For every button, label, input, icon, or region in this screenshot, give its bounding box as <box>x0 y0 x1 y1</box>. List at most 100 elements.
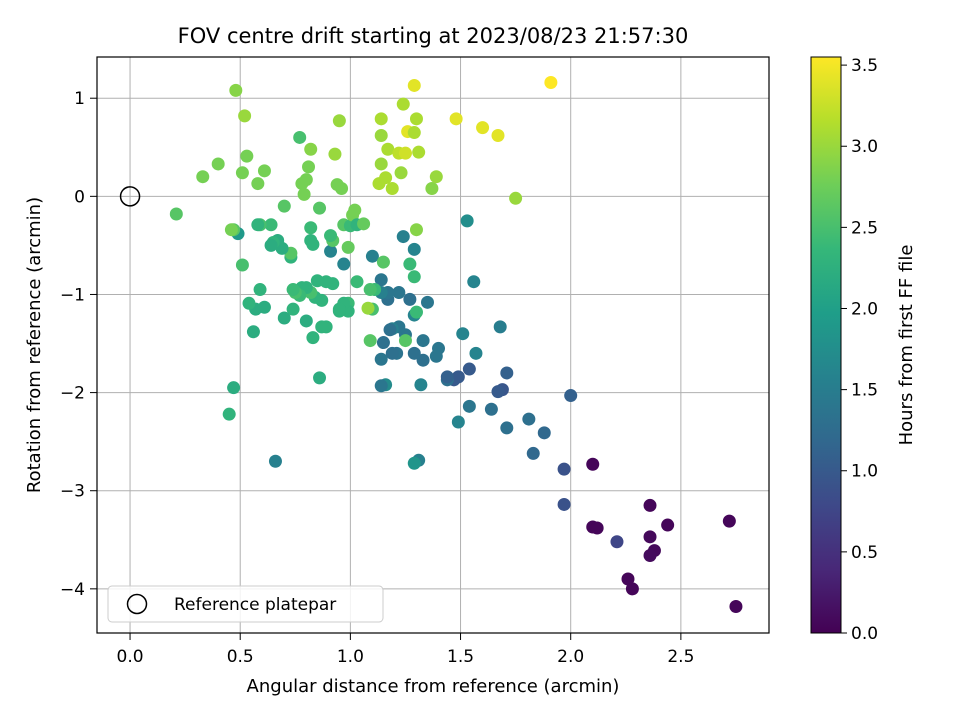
data-point <box>310 274 324 288</box>
data-point <box>469 346 483 360</box>
data-point <box>407 242 421 256</box>
data-point <box>264 218 278 232</box>
data-point <box>374 157 388 171</box>
data-point <box>332 302 346 316</box>
data-point <box>348 203 362 217</box>
data-point <box>240 149 254 163</box>
data-point <box>376 255 390 269</box>
data-point <box>398 334 412 348</box>
data-point <box>557 497 571 511</box>
data-point <box>268 454 282 468</box>
data-point <box>462 362 476 376</box>
data-point <box>590 521 604 535</box>
data-point <box>238 109 252 123</box>
data-point <box>286 283 300 297</box>
data-point <box>409 305 423 319</box>
data-points <box>119 76 743 614</box>
data-point <box>246 325 260 339</box>
data-point <box>302 160 316 174</box>
data-point <box>169 207 183 221</box>
data-point <box>335 181 349 195</box>
data-point <box>374 379 388 393</box>
data-point <box>425 181 439 195</box>
data-point <box>729 600 743 614</box>
y-tick-label: 0 <box>74 187 85 207</box>
data-point <box>286 302 300 316</box>
data-point <box>385 346 399 360</box>
data-point <box>467 275 481 289</box>
data-point <box>304 142 318 156</box>
x-axis-label: Angular distance from reference (arcmin) <box>247 676 620 697</box>
data-point <box>621 572 635 586</box>
colorbar-tick-label: 3.0 <box>851 137 878 157</box>
colorbar: 0.0 0.5 1.0 1.5 2.0 2.5 3.0 3.5 <box>810 56 878 644</box>
data-point <box>403 257 417 271</box>
data-point <box>242 296 256 310</box>
data-point <box>374 273 388 287</box>
data-point <box>491 129 505 143</box>
data-point <box>407 270 421 284</box>
data-point <box>379 171 393 185</box>
data-point <box>381 142 395 156</box>
data-point <box>394 166 408 180</box>
data-point <box>449 112 463 126</box>
x-tick-label: 0.5 <box>227 647 254 667</box>
colorbar-tick-label: 2.0 <box>851 299 878 319</box>
plot-frame <box>96 56 770 634</box>
data-point <box>557 462 571 476</box>
colorbar-tick-label: 2.5 <box>851 218 878 238</box>
data-point <box>350 275 364 289</box>
data-point <box>264 238 278 252</box>
data-point <box>306 331 320 345</box>
data-point <box>544 76 558 90</box>
data-point <box>251 218 265 232</box>
data-point <box>374 352 388 366</box>
data-point <box>460 214 474 228</box>
chart-title: FOV centre drift starting at 2023/08/23 … <box>178 24 689 48</box>
data-point <box>257 164 271 178</box>
y-tick-label: 1 <box>74 89 85 109</box>
data-point <box>324 229 338 243</box>
data-point <box>277 199 291 213</box>
data-point <box>416 334 430 348</box>
data-point <box>403 292 417 306</box>
data-point <box>229 83 243 97</box>
data-point <box>224 223 238 237</box>
colorbar-tick-label: 3.5 <box>851 56 878 76</box>
colorbar-tick-label: 0.0 <box>851 624 878 644</box>
colorbar-tick-label: 1.5 <box>851 381 878 401</box>
data-point <box>414 378 428 392</box>
data-point <box>306 237 320 251</box>
data-point <box>407 78 421 92</box>
data-point <box>196 170 210 184</box>
data-point <box>365 249 379 263</box>
data-point <box>407 456 421 470</box>
data-point <box>407 126 421 140</box>
data-point <box>564 389 578 403</box>
data-point <box>407 346 421 360</box>
data-point <box>462 399 476 413</box>
x-tick-label: 0.0 <box>117 647 144 667</box>
data-point <box>324 244 338 258</box>
data-point <box>625 582 639 596</box>
data-point <box>500 366 514 380</box>
data-point <box>363 334 377 348</box>
data-point <box>522 412 536 426</box>
data-point <box>416 353 430 367</box>
x-axis-ticks: 0.0 0.5 1.0 1.5 2.0 2.5 <box>117 633 694 667</box>
y-axis-ticks: 1 0 −1 −2 −3 −4 <box>60 89 97 600</box>
data-point <box>385 181 399 195</box>
data-point <box>537 426 551 440</box>
data-point <box>476 121 490 135</box>
colorbar-tick-label: 1.0 <box>851 462 878 482</box>
data-point <box>304 221 318 235</box>
data-point <box>383 323 397 337</box>
data-point <box>409 112 423 126</box>
legend: Reference platepar <box>107 585 384 623</box>
data-point <box>429 349 443 363</box>
data-point <box>643 548 657 562</box>
data-point <box>227 381 241 395</box>
data-point <box>429 170 443 184</box>
data-point <box>363 283 377 297</box>
